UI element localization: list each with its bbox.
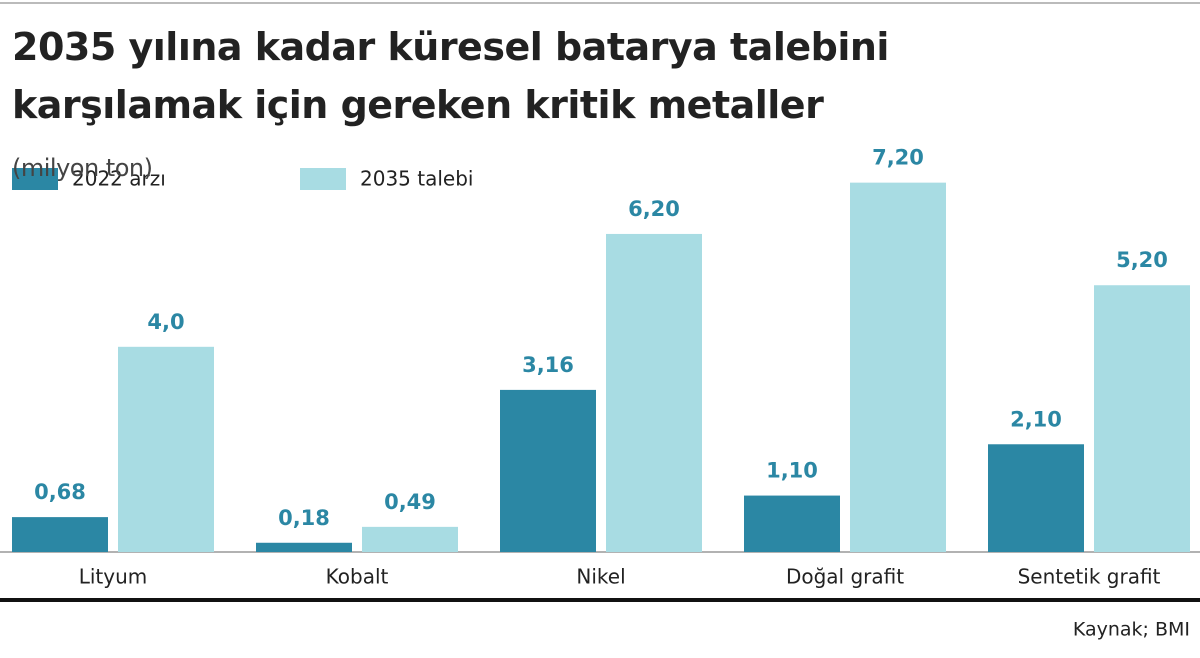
value-label: 0,68 [34,480,86,504]
bar [118,346,214,552]
legend-swatch [12,168,58,190]
value-label: 5,20 [1116,248,1168,272]
x-tick-label: Sentetik grafit [1018,565,1161,589]
legend-swatch [300,168,346,190]
x-tick-label: Kobalt [326,565,389,589]
bar [850,182,946,552]
subtitle: (milyon ton) [12,154,153,182]
value-label: 0,49 [384,490,436,514]
value-label: 3,16 [522,353,574,377]
bar [362,526,458,552]
value-label: 6,20 [628,197,680,221]
legend-label: 2022 arzı [72,167,166,191]
bar [606,233,702,552]
value-label: 0,18 [278,506,330,530]
bar [256,542,352,552]
bar [1094,285,1190,552]
bar [988,444,1084,552]
x-tick-label: Doğal grafit [786,565,904,589]
value-label: 4,0 [147,310,184,334]
bar [500,389,596,552]
x-tick-label: Lityum [79,565,148,589]
source: Kaynak; BMI [1073,619,1190,641]
bar [12,517,108,552]
bar [744,495,840,552]
x-tick-label: Nikel [576,565,625,589]
value-label: 7,20 [872,146,924,170]
value-label: 2,10 [1010,407,1062,431]
value-label: 1,10 [766,459,818,483]
legend-label: 2035 talebi [360,167,473,191]
title-text: 2035 yılına kadar küresel batarya talebi… [12,25,889,127]
chart-title: 2035 yılına kadar küresel batarya talebi… [12,18,892,197]
